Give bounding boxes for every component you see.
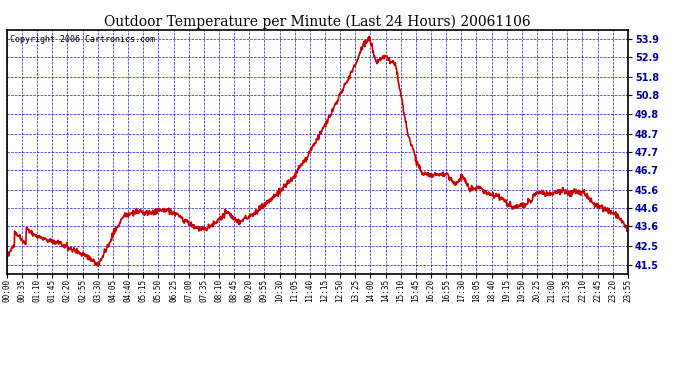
Text: Copyright 2006 Cartronics.com: Copyright 2006 Cartronics.com bbox=[10, 35, 155, 44]
Title: Outdoor Temperature per Minute (Last 24 Hours) 20061106: Outdoor Temperature per Minute (Last 24 … bbox=[104, 15, 531, 29]
